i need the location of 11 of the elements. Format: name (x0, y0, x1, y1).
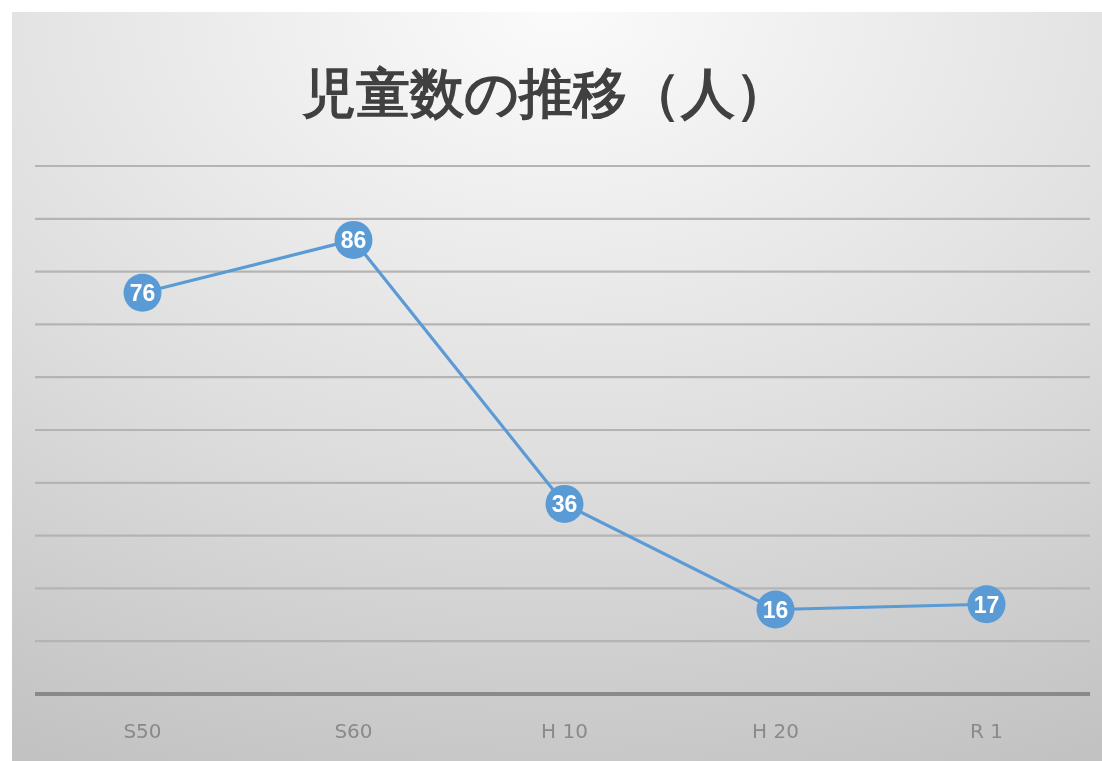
data-label: 17 (973, 591, 1000, 618)
x-tick-label: R 1 (970, 719, 1003, 743)
data-label: 36 (551, 491, 578, 518)
x-tick-label: H 10 (541, 719, 588, 743)
x-tick-label: S50 (123, 719, 162, 743)
data-label: 16 (762, 596, 789, 623)
data-label: 86 (340, 227, 367, 254)
x-tick-label: S60 (334, 719, 373, 743)
x-tick-label: H 20 (752, 719, 799, 743)
data-label: 76 (129, 280, 156, 306)
chart-title: 児童数の推移（人） (300, 62, 789, 125)
